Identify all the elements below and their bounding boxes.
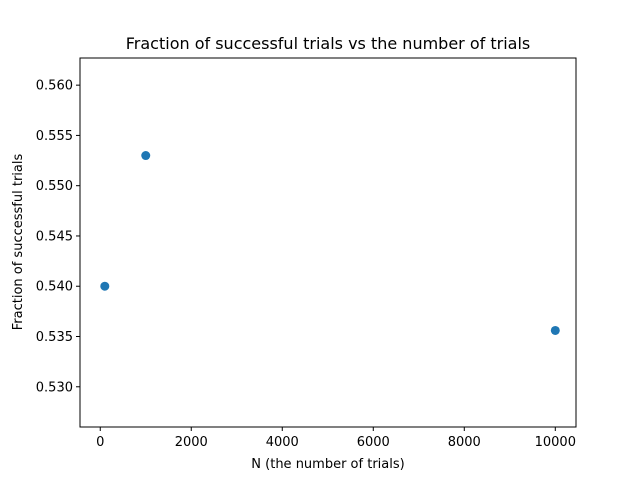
- plot-area: [80, 58, 576, 427]
- x-tick-label: 10000: [535, 435, 576, 450]
- y-axis-label: Fraction of successful trials: [11, 154, 26, 331]
- data-points: [100, 151, 560, 335]
- y-tick-label: 0.560: [36, 79, 73, 94]
- x-tick-label: 2000: [175, 435, 208, 450]
- y-tick-label: 0.550: [36, 179, 73, 194]
- y-tick-label: 0.545: [36, 229, 73, 244]
- y-tick-label: 0.535: [36, 330, 73, 345]
- x-tick-label: 4000: [266, 435, 299, 450]
- data-point: [100, 281, 110, 291]
- y-tick-label: 0.555: [36, 129, 73, 144]
- data-point: [141, 151, 151, 161]
- y-axis-ticks: 0.530 0.535 0.540 0.545 0.550 0.555 0.560: [36, 79, 80, 395]
- x-axis-ticks: 0 2000 4000 6000 8000 10000: [96, 427, 576, 450]
- x-axis-label: N (the number of trials): [251, 457, 404, 472]
- y-tick-label: 0.540: [36, 280, 73, 295]
- y-tick-label: 0.530: [36, 380, 73, 395]
- chart-title: Fraction of successful trials vs the num…: [126, 34, 530, 53]
- plot-frame: [79, 57, 577, 428]
- x-tick-label: 8000: [448, 435, 481, 450]
- data-point: [550, 325, 560, 335]
- x-tick-label: 6000: [357, 435, 390, 450]
- x-tick-label: 0: [96, 435, 104, 450]
